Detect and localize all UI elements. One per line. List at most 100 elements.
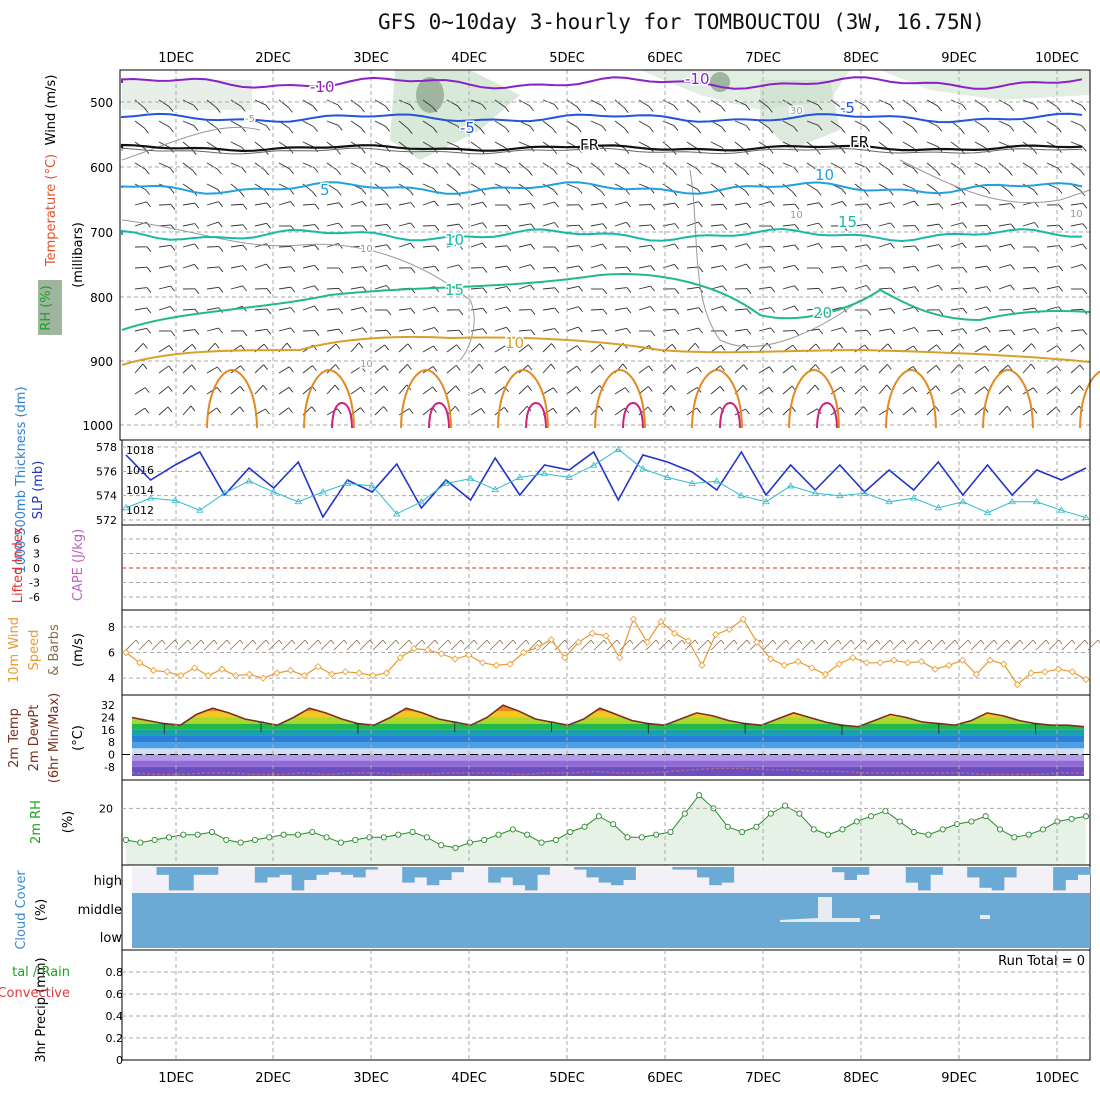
cloud-high-bar — [856, 867, 870, 875]
wind-barb — [614, 221, 627, 227]
wind-barb — [326, 162, 338, 171]
wind-barb — [674, 264, 679, 270]
wind-barb — [335, 364, 340, 370]
wind-barb — [314, 330, 320, 336]
thickness-tick-label: 572 — [96, 514, 117, 527]
wind-barb — [806, 408, 818, 416]
cloud-high-bar — [586, 867, 600, 878]
wind-barb — [336, 190, 342, 196]
wind-barb — [769, 188, 775, 195]
wind-barb — [578, 306, 583, 312]
wind10-barb — [863, 639, 868, 645]
wind-barb — [406, 364, 412, 370]
wind-barb — [938, 285, 943, 291]
wind10-speed-point — [602, 632, 610, 640]
wind-barb — [590, 99, 602, 106]
cloud-high-bar — [905, 867, 919, 883]
cloud-high-bar — [967, 867, 980, 878]
contour-label: 10 — [360, 244, 373, 255]
thickness-point — [811, 489, 819, 496]
wind-barb — [422, 306, 435, 311]
wind-barb — [542, 328, 555, 332]
wind-barb — [422, 245, 435, 248]
wind-barb — [192, 169, 197, 176]
rh2m-point — [352, 836, 359, 843]
wind-barb — [806, 287, 820, 290]
wind10-barb — [944, 639, 956, 651]
wind-barb — [302, 244, 315, 248]
wind-barb — [338, 328, 344, 335]
cloud-high-bar — [537, 867, 550, 875]
wind-barb — [311, 406, 316, 412]
precip-tick-label: 0.8 — [106, 966, 124, 979]
wind10-barb — [996, 639, 1008, 651]
freezing-level — [120, 143, 1083, 153]
wind-barb — [506, 306, 511, 313]
wind-barb — [830, 120, 842, 129]
date-label-bottom: 1DEC — [158, 1071, 194, 1086]
wind-barb — [1022, 162, 1034, 170]
wind-barb — [230, 285, 243, 290]
date-label-bottom: 6DEC — [647, 1071, 683, 1086]
pressure-tick-label: 900 — [90, 355, 113, 369]
rh2m-point — [323, 834, 330, 841]
wind10-barb — [1087, 639, 1099, 651]
wind-barb — [696, 407, 702, 414]
wind-barb — [902, 141, 914, 149]
wind-barb — [470, 287, 483, 290]
rh2m-point — [996, 826, 1004, 833]
wind-barb — [626, 307, 632, 314]
wind-barb — [191, 344, 197, 350]
wind-barb — [974, 141, 986, 149]
wind-barb — [254, 384, 264, 395]
wind-barb — [374, 285, 387, 290]
wind-barb — [830, 366, 842, 374]
wind-barb — [673, 125, 679, 131]
wind-barb — [407, 128, 413, 134]
wind-barb — [650, 204, 656, 210]
wind-barb — [638, 244, 651, 248]
wind-barb — [1007, 170, 1013, 176]
wind-barb — [950, 201, 963, 206]
wind10-barb — [879, 639, 891, 651]
wind-barb — [576, 106, 582, 112]
wind-barb — [854, 120, 866, 127]
wind-barb — [1009, 125, 1015, 132]
wind-barb — [446, 141, 459, 148]
wind10-speed-point — [1082, 675, 1090, 684]
cloud-high-bar — [181, 867, 194, 891]
wind-barb — [311, 191, 317, 197]
wind10-speed-point — [437, 650, 445, 658]
wind-barb — [913, 200, 919, 207]
temp2m-tick-label: 8 — [108, 736, 115, 749]
wind-barb — [494, 286, 507, 290]
thickness-point — [836, 491, 844, 499]
wind-barb — [566, 345, 578, 353]
rh2m-point — [423, 834, 430, 841]
wind-barb — [529, 125, 535, 132]
wind-barb — [794, 203, 800, 210]
wind-barb — [576, 126, 582, 133]
wind-barb — [278, 266, 291, 269]
wind-barb — [758, 201, 771, 206]
wind-barb — [815, 364, 820, 370]
date-label-top: 3DEC — [353, 51, 389, 66]
wind-barb — [938, 244, 944, 250]
rh2m-point — [624, 834, 631, 841]
wind-barb — [242, 330, 248, 337]
wind-barb — [986, 286, 992, 292]
rh2m-point — [853, 818, 860, 825]
wind10-speed-point — [547, 636, 555, 644]
wind-barb — [542, 183, 554, 191]
wind10-speed-point — [300, 672, 308, 680]
wind-barb — [218, 201, 223, 207]
wind-barb — [182, 329, 195, 332]
wind-barb — [410, 222, 415, 229]
wind10-barb — [528, 639, 540, 651]
wind10-speed-point — [1000, 660, 1008, 668]
wind-barb — [686, 99, 697, 108]
rh2m-point — [266, 834, 273, 841]
wind-barb — [770, 201, 775, 207]
wind-barb — [698, 246, 704, 252]
wind-barb — [289, 168, 294, 175]
